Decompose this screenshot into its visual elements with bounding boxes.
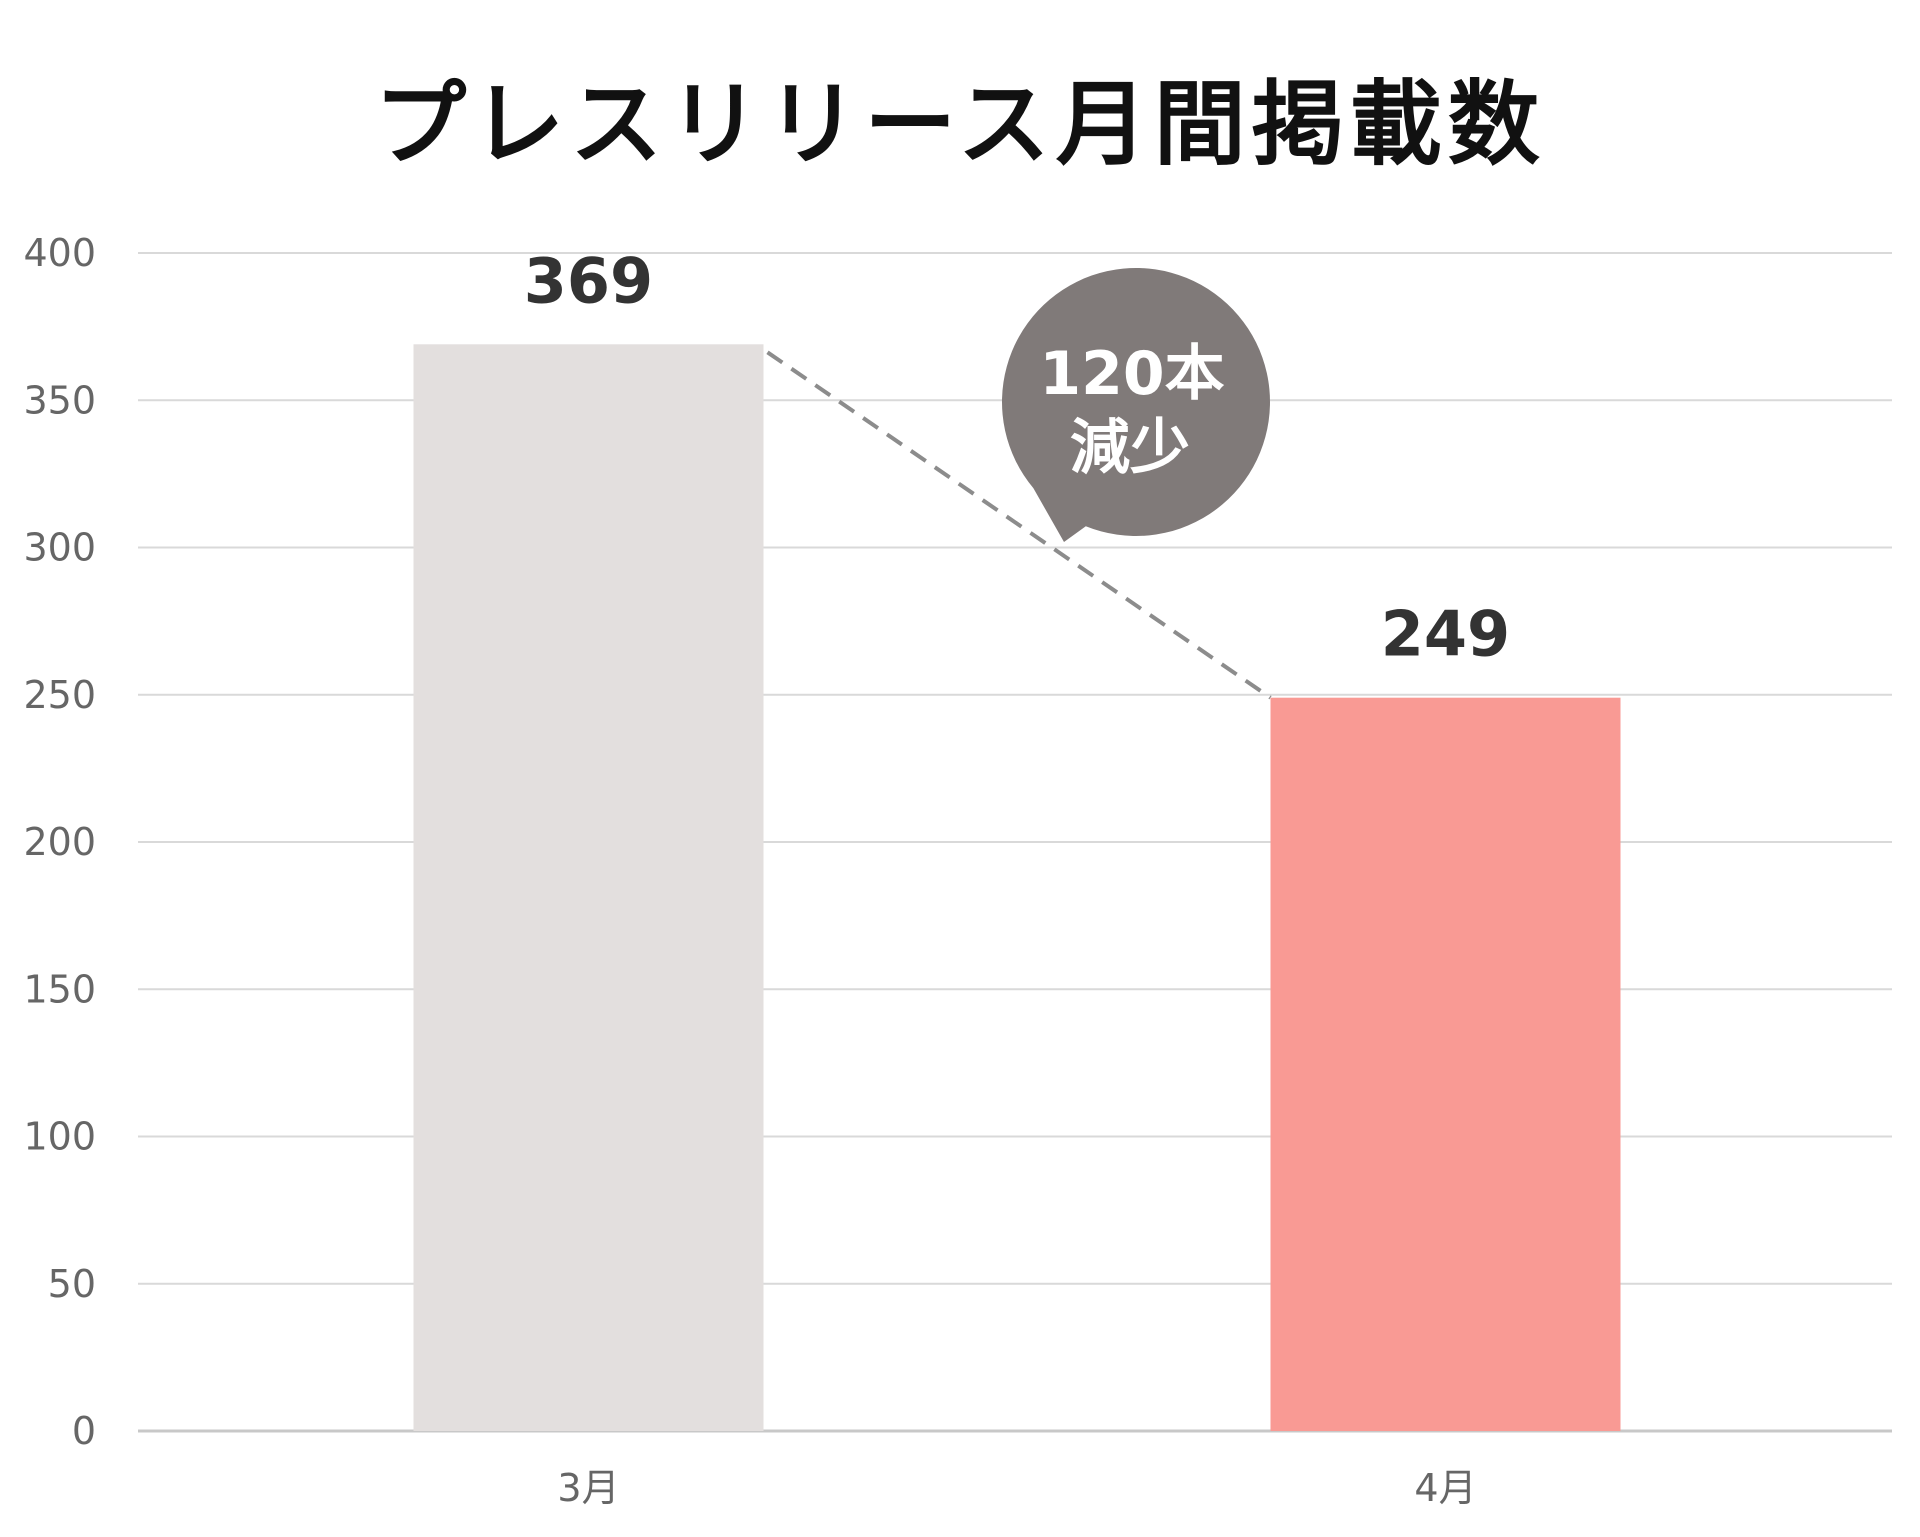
callout-bubble	[1002, 268, 1270, 542]
y-axis-ticks: 0 50 100 150 200 250 300 350 400	[23, 231, 96, 1453]
y-tick-label: 50	[48, 1262, 96, 1306]
y-tick-label: 350	[23, 378, 96, 422]
x-category-label: 4月	[1414, 1466, 1476, 1510]
decrease-callout: 120本 減少	[1002, 268, 1270, 542]
x-category-label: 3月	[557, 1466, 619, 1510]
data-labels: 369 249	[524, 244, 1510, 670]
y-tick-label: 300	[23, 526, 96, 570]
bar-march	[413, 344, 764, 1431]
y-tick-label: 400	[23, 231, 96, 275]
y-tick-label: 100	[23, 1115, 96, 1159]
y-tick-label: 0	[72, 1409, 96, 1453]
x-axis-categories: 3月 4月	[557, 1466, 1476, 1510]
callout-line2: 減少	[1070, 413, 1190, 483]
decrease-dashed-line	[766, 350, 1272, 700]
chart-title: プレスリリース月間掲載数	[374, 71, 1546, 178]
y-tick-label: 150	[23, 967, 96, 1011]
bar-april	[1270, 697, 1621, 1431]
trend-line	[766, 350, 1272, 700]
y-tick-label: 200	[23, 820, 96, 864]
data-label-march: 369	[524, 244, 653, 317]
callout-line1: 120本	[1039, 339, 1224, 409]
data-label-april: 249	[1381, 598, 1510, 671]
y-tick-label: 250	[23, 673, 96, 717]
bars	[413, 344, 1621, 1431]
